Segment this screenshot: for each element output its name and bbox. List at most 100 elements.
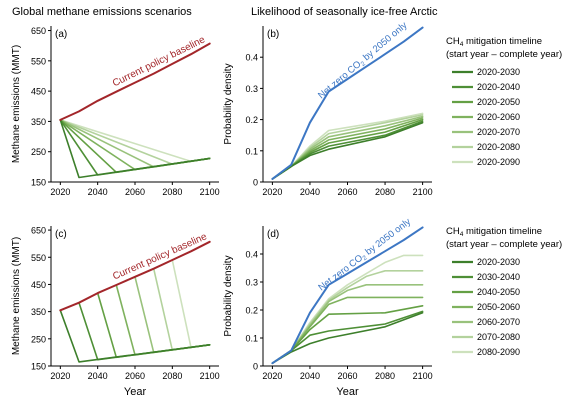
netzero-annotation: Net zero CO2 by 2050 only xyxy=(316,216,413,294)
x-tick-label: 2080 xyxy=(375,371,395,381)
legend-bottom: CH4 mitigation timeline(start year – com… xyxy=(446,226,562,357)
x-tick-label: 2060 xyxy=(337,371,357,381)
legend-entry: 2020-2070 xyxy=(477,127,520,137)
y-axis-label: Methane emissions (MMT) xyxy=(11,237,22,355)
y-tick-label: 0 xyxy=(253,362,258,372)
y-tick-label: 0.2 xyxy=(245,115,258,125)
legends: CH4 mitigation timeline(start year – com… xyxy=(446,36,562,357)
legend-top: CH4 mitigation timeline(start year – com… xyxy=(446,36,562,167)
y-tick-label: 0.1 xyxy=(245,146,258,156)
legend-entry: 2020-2040 xyxy=(477,82,520,92)
y-tick-label: 0.1 xyxy=(245,334,258,344)
panel-d: 0 0.1 0.2 0.3 0.4 2020 2040 2060 2080 2100 Probabi… xyxy=(223,216,433,398)
legend-entry: 2050-2060 xyxy=(477,302,520,312)
legend-entry: 2020-2050 xyxy=(477,97,520,107)
netzero-line xyxy=(271,226,424,365)
series-line-2020-2050 xyxy=(271,118,424,180)
x-tick-label: 2100 xyxy=(200,371,220,381)
x-tick-label: 2040 xyxy=(300,187,320,197)
panel-label: (a) xyxy=(55,29,67,40)
series-line-2030-2040 xyxy=(78,301,211,361)
left-column-title: Global methane emissions scenarios xyxy=(12,6,192,18)
x-tick-label: 2080 xyxy=(162,187,182,197)
baseline-line xyxy=(59,42,211,121)
x-tick-label: 2060 xyxy=(125,371,145,381)
x-tick-label: 2020 xyxy=(262,371,282,381)
panel-label: (d) xyxy=(267,229,279,240)
series-line-2060-2070 xyxy=(134,276,211,354)
y-tick-label: 0.3 xyxy=(245,278,258,288)
legend-title-line2: (start year – complete year) xyxy=(446,239,562,250)
y-tick-label: 150 xyxy=(31,178,46,188)
baseline-annotation: Current policy baseline xyxy=(111,231,209,282)
x-tick-label: 2020 xyxy=(50,187,70,197)
x-axis-label: Year xyxy=(124,386,147,398)
series-line-2060-2070 xyxy=(271,284,424,364)
legend-entry: 2070-2080 xyxy=(477,332,520,342)
y-tick-label: 350 xyxy=(31,307,46,317)
panel-a: 150 250 350 450 550 650 2020 2040 2060 2080 2100 Me… xyxy=(11,26,220,197)
legend-entry: 2080-2090 xyxy=(477,347,520,357)
y-axis-label: Probability density xyxy=(223,255,234,336)
x-tick-label: 2100 xyxy=(413,187,433,197)
baseline-line xyxy=(59,240,211,312)
x-tick-label: 2080 xyxy=(375,187,395,197)
legend-title-line2: (start year – complete year) xyxy=(446,49,562,60)
y-tick-label: 350 xyxy=(31,117,46,127)
series-line-2080-2090 xyxy=(171,259,211,349)
x-tick-label: 2080 xyxy=(162,371,182,381)
legend-entry: 2020-2090 xyxy=(477,157,520,167)
series-line-2020-2090 xyxy=(271,112,424,180)
netzero-line xyxy=(271,26,424,180)
x-tick-label: 2040 xyxy=(88,371,108,381)
panels: 150 250 350 450 550 650 2020 2040 2060 2080 2100 Me… xyxy=(11,20,433,398)
y-axis-label: Probability density xyxy=(223,63,234,144)
panel-label: (b) xyxy=(267,29,279,40)
x-tick-label: 2020 xyxy=(262,187,282,197)
legend-entry: 2020-2030 xyxy=(477,67,520,77)
y-tick-label: 450 xyxy=(31,280,46,290)
x-tick-label: 2020 xyxy=(50,371,70,381)
legend-entry: 2040-2050 xyxy=(477,287,520,297)
series-line-2070-2080 xyxy=(152,267,211,351)
legend-entry: 2020-2030 xyxy=(477,257,520,267)
panel-label: (c) xyxy=(55,229,67,240)
series-line-2020-2070 xyxy=(271,115,424,180)
legend-entry: 2030-2040 xyxy=(477,272,520,282)
x-axis-label: Year xyxy=(336,386,359,398)
y-tick-label: 250 xyxy=(31,147,46,157)
series-line-2050-2060 xyxy=(115,284,211,356)
series-line-2020-2030 xyxy=(59,119,211,179)
x-tick-label: 2060 xyxy=(337,187,357,197)
x-tick-label: 2040 xyxy=(300,371,320,381)
y-tick-label: 0 xyxy=(253,178,258,188)
y-tick-label: 250 xyxy=(31,334,46,344)
right-column-title: Likelihood of seasonally ice-free Arctic xyxy=(251,6,438,18)
y-tick-label: 150 xyxy=(31,362,46,372)
x-tick-label: 2040 xyxy=(88,187,108,197)
y-tick-label: 550 xyxy=(31,56,46,66)
panel-c: 150 250 350 450 550 650 2020 2040 2060 2080 2100 Me… xyxy=(11,226,220,398)
series-line-2020-2030 xyxy=(271,312,424,364)
y-tick-label: 450 xyxy=(31,87,46,97)
legend-title-line1: CH4 mitigation timeline xyxy=(446,36,542,48)
series-line-2050-2060 xyxy=(271,296,424,364)
legend-entry: 2060-2070 xyxy=(477,317,520,327)
legend-entry: 2020-2080 xyxy=(477,142,520,152)
x-tick-label: 2100 xyxy=(413,371,433,381)
legend-title-line1: CH4 mitigation timeline xyxy=(446,226,542,238)
series-line-2020-2030 xyxy=(59,309,211,363)
series-line-2020-2030 xyxy=(271,121,424,180)
panel-b: 0 0.1 0.2 0.3 0.4 2020 2040 2060 2080 2100 Probabi… xyxy=(223,20,433,197)
legend-entry: 2020-2060 xyxy=(477,112,520,122)
netzero-annotation: Net zero CO2 by 2050 only xyxy=(316,20,410,102)
baseline-annotation: Current policy baseline xyxy=(111,34,207,89)
x-tick-label: 2060 xyxy=(125,187,145,197)
y-tick-label: 0.4 xyxy=(245,53,258,63)
y-axis-label: Methane emissions (MMT) xyxy=(11,45,22,163)
y-tick-label: 0.2 xyxy=(245,306,258,316)
y-tick-label: 550 xyxy=(31,253,46,263)
y-tick-label: 650 xyxy=(31,26,46,36)
y-tick-label: 650 xyxy=(31,226,46,236)
